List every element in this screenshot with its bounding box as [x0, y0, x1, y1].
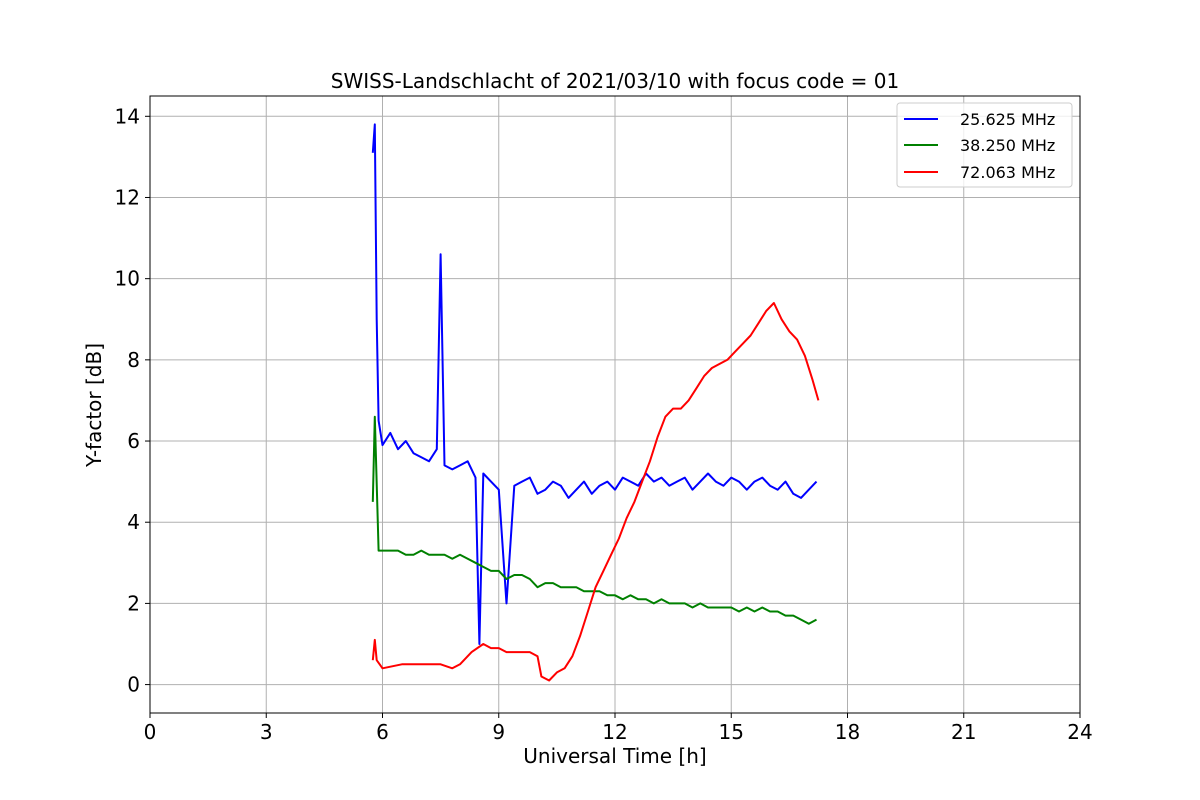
y-axis-label: Y-factor [dB]	[82, 343, 106, 468]
legend-box	[896, 102, 1073, 188]
y-tick-label: 8	[127, 348, 140, 372]
legend: 25.625 MHz 38.250 MHz 72.063 MHz	[896, 102, 1073, 188]
y-tick-label: 14	[115, 104, 140, 128]
series-line-3	[371, 302, 820, 682]
y-tick-label: 2	[127, 591, 140, 615]
y-tick-label: 0	[127, 673, 140, 697]
x-axis: 0 3 6 9 12 15 18 21 24	[144, 713, 1093, 744]
x-tick-label: 24	[1067, 720, 1092, 744]
x-tick-label: 15	[719, 720, 744, 744]
y-tick-label: 4	[127, 510, 140, 534]
x-tick-label: 0	[144, 720, 157, 744]
series-line-1	[371, 123, 818, 645]
y-axis: 0 2 4 6 8 10 12 14	[115, 104, 150, 697]
x-tick-label: 18	[835, 720, 860, 744]
y-tick-label: 6	[127, 429, 140, 453]
plot-area	[371, 123, 820, 682]
x-tick-label: 3	[260, 720, 273, 744]
x-tick-label: 21	[951, 720, 976, 744]
x-tick-label: 12	[602, 720, 627, 744]
chart-title: SWISS-Landschlacht of 2021/03/10 with fo…	[331, 69, 899, 93]
grid	[149, 96, 1081, 713]
legend-label-3: 72.063 MHz	[960, 163, 1055, 182]
legend-label-1: 25.625 MHz	[960, 110, 1055, 129]
series-line-2	[371, 415, 817, 625]
x-axis-label: Universal Time [h]	[523, 744, 706, 768]
x-tick-label: 9	[492, 720, 505, 744]
x-tick-label: 6	[376, 720, 389, 744]
y-tick-label: 12	[115, 185, 140, 209]
legend-label-2: 38.250 MHz	[960, 136, 1055, 155]
y-tick-label: 10	[115, 267, 140, 291]
